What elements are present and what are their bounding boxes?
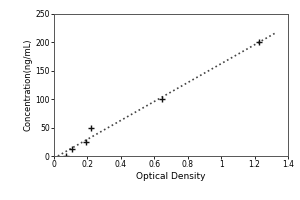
Y-axis label: Concentration(ng/mL): Concentration(ng/mL) <box>24 39 33 131</box>
X-axis label: Optical Density: Optical Density <box>136 172 206 181</box>
